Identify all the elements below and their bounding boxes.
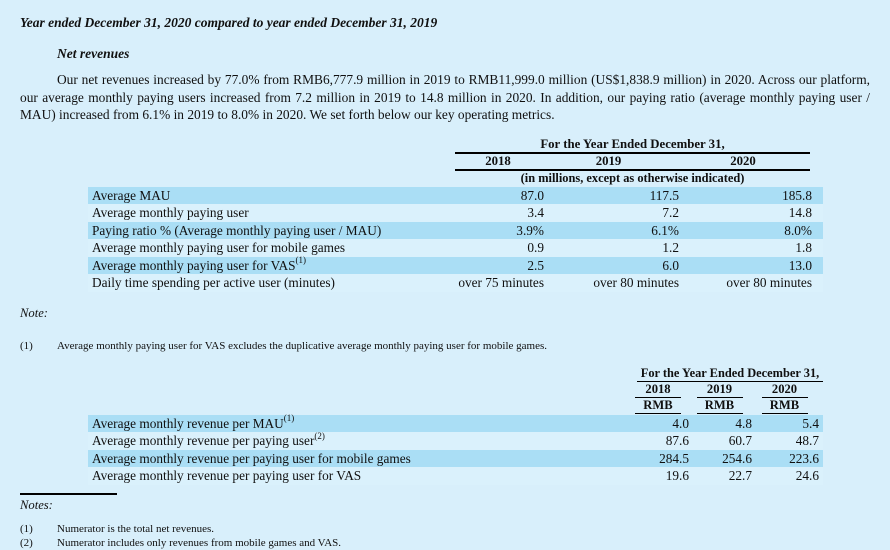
metric-value: 22.7 <box>728 468 752 484</box>
metric-value: 4.0 <box>672 415 689 431</box>
metric-value: 87.0 <box>520 187 544 203</box>
notes-list: (1) Numerator is the total net revenues.… <box>20 523 870 550</box>
revenue-per-user-table: For the Year Ended December 31, 2018 201… <box>20 366 870 485</box>
currency-column-headers: RMB RMB RMB <box>628 398 818 414</box>
units-note: (in millions, except as otherwise indica… <box>520 170 745 185</box>
operating-metrics-table: For the Year Ended December 31, 2018 201… <box>20 137 870 292</box>
metric-value: 185.8 <box>782 187 812 203</box>
metric-value: 0.9 <box>527 240 544 256</box>
metric-value: 6.0 <box>662 257 679 273</box>
metric-value: over 75 minutes <box>458 275 544 291</box>
metric-value: 1.8 <box>795 240 812 256</box>
metric-label: Average monthly paying user for VAS(1) <box>92 255 306 273</box>
metric-value: 223.6 <box>789 450 819 466</box>
metric-value: 87.6 <box>665 433 689 449</box>
metric-value: 7.2 <box>662 205 679 221</box>
column-span-header: For the Year Ended December 31, <box>637 366 823 382</box>
note-number: (1) <box>20 339 33 352</box>
metric-label: Average monthly revenue per paying user(… <box>92 430 325 449</box>
metric-value: over 80 minutes <box>726 275 812 291</box>
metric-value: over 80 minutes <box>593 275 679 291</box>
table-row: Average MAU 87.0 117.5 185.8 <box>88 186 823 205</box>
metric-value: 254.6 <box>722 450 752 466</box>
metric-value: 117.5 <box>649 187 679 203</box>
table-row: Average monthly revenue per paying user … <box>88 467 823 485</box>
note-item: (2) Numerator includes only revenues fro… <box>20 537 870 550</box>
metric-label: Average monthly revenue per MAU(1) <box>92 413 295 431</box>
metric-value: 2.5 <box>527 257 544 273</box>
footnote-rule <box>20 492 117 495</box>
note-text: Numerator includes only revenues from mo… <box>57 536 342 549</box>
note-number: (1) <box>20 522 33 535</box>
metric-label: Average monthly paying user <box>92 205 249 221</box>
metric-value: 284.5 <box>659 450 689 466</box>
metric-value: 24.6 <box>795 468 819 484</box>
table-row: Average monthly revenue per paying user … <box>88 449 823 468</box>
table-row: Average monthly revenue per paying user(… <box>88 430 823 450</box>
year-column-headers: 2018 2019 2020 <box>628 382 818 398</box>
currency-header: RMB <box>628 398 688 414</box>
section-heading: Year ended December 31, 2020 compared to… <box>20 15 438 30</box>
body-paragraph: Our net revenues increased by 77.0% from… <box>20 72 870 123</box>
metric-value: 1.2 <box>662 240 679 256</box>
metric-label: Paying ratio % (Average monthly paying u… <box>92 222 382 238</box>
metric-value: 3.9% <box>516 222 544 238</box>
table-header: For the Year Ended December 31, 2018 201… <box>455 137 810 187</box>
table-row: Average monthly paying user for mobile g… <box>88 239 823 257</box>
table-body: Average monthly revenue per MAU(1) 4.0 4… <box>20 413 870 485</box>
note-item: (1) Average monthly paying user for VAS … <box>20 340 870 353</box>
year-header: 2019 <box>595 153 622 168</box>
note-text: Numerator is the total net revenues. <box>57 522 215 535</box>
metric-label: Average monthly revenue per paying user … <box>92 468 362 484</box>
metric-value: 6.1% <box>651 222 679 238</box>
metric-value: 14.8 <box>788 205 812 221</box>
metric-value: 48.7 <box>795 433 819 449</box>
year-header: 2018 <box>628 382 688 398</box>
metric-label: Daily time spending per active user (min… <box>92 275 335 291</box>
table-row: Daily time spending per active user (min… <box>88 274 823 292</box>
metric-label: Average monthly revenue per paying user … <box>92 450 411 466</box>
note-number: (2) <box>20 536 33 549</box>
table-row: Paying ratio % (Average monthly paying u… <box>88 221 823 240</box>
currency-header: RMB <box>751 398 818 414</box>
notes-title: Notes: <box>20 497 53 512</box>
note-item: (1) Numerator is the total net revenues. <box>20 523 870 536</box>
table-row: Average monthly paying user 3.4 7.2 14.8 <box>88 204 823 222</box>
note-title: Note: <box>20 305 48 320</box>
year-header: 2018 <box>485 153 511 168</box>
metric-value: 8.0% <box>784 222 812 238</box>
metric-value: 3.4 <box>527 205 544 221</box>
year-header: 2019 <box>688 382 751 398</box>
column-span-header: For the Year Ended December 31, <box>455 137 810 154</box>
metric-label: Average MAU <box>92 187 171 203</box>
metric-value: 13.0 <box>788 257 812 273</box>
metric-value: 60.7 <box>728 433 752 449</box>
subsection-heading: Net revenues <box>57 46 130 61</box>
metric-label: Average monthly paying user for mobile g… <box>92 240 346 256</box>
year-header: 2020 <box>730 153 756 168</box>
year-column-headers: 2018 2019 2020 <box>455 154 810 171</box>
note-text: Average monthly paying user for VAS excl… <box>57 339 547 352</box>
currency-header: RMB <box>688 398 751 414</box>
metric-value: 19.6 <box>665 468 689 484</box>
table-row: Average monthly revenue per MAU(1) 4.0 4… <box>88 413 823 433</box>
metric-value: 5.4 <box>802 415 819 431</box>
year-header: 2020 <box>751 382 818 398</box>
table-row: Average monthly paying user for VAS(1) 2… <box>88 255 823 275</box>
metric-value: 4.8 <box>735 415 752 431</box>
